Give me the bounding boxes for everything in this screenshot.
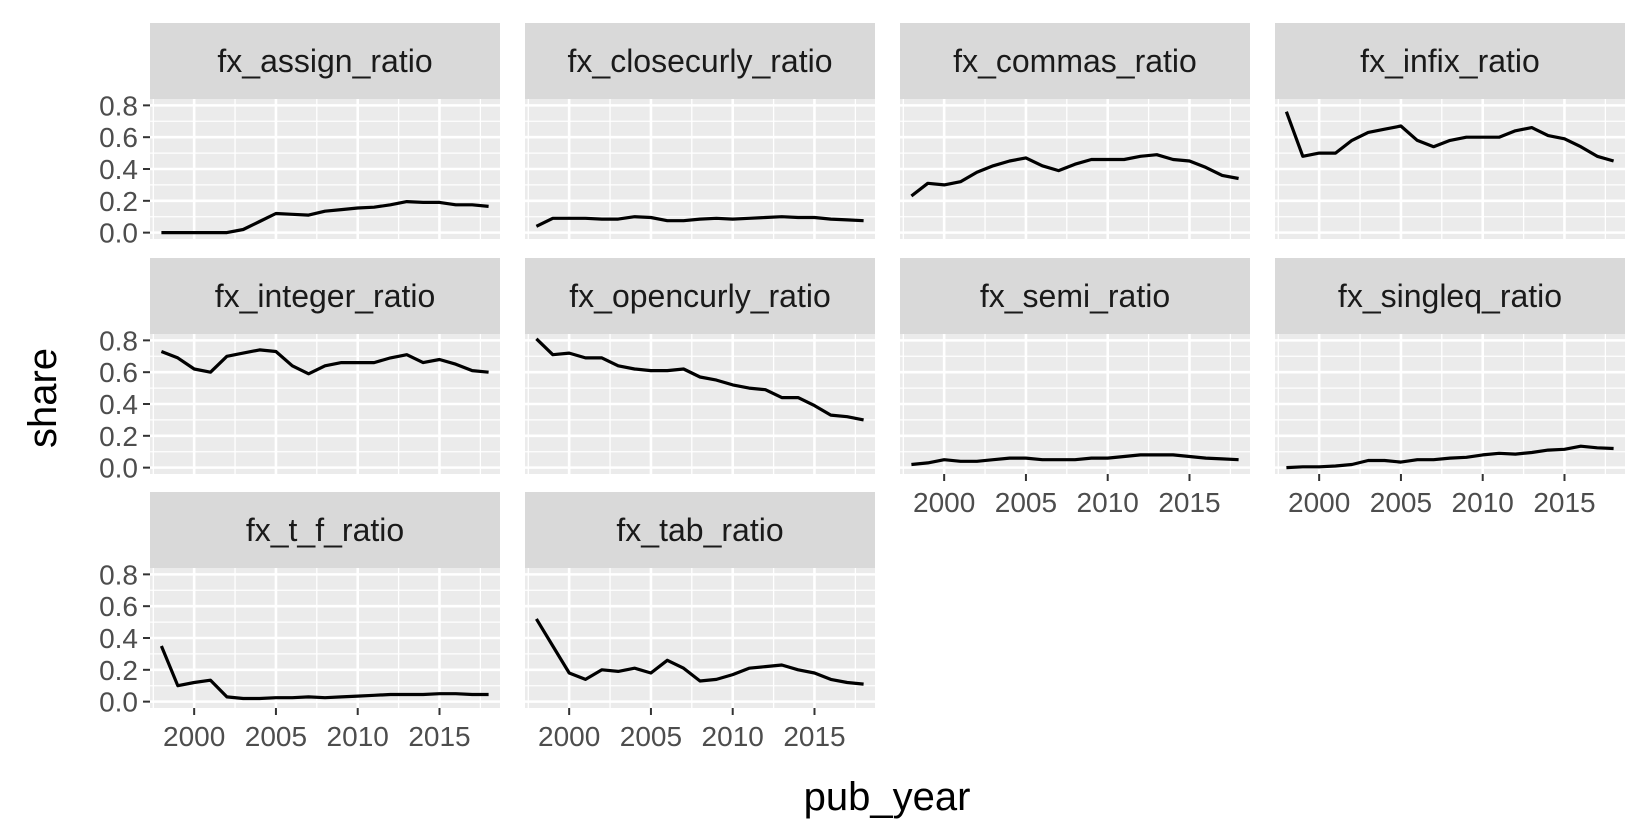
y-tick-label: 0.6 <box>99 591 138 622</box>
series-line-fx_integer_ratio <box>160 348 489 376</box>
y-tick-label: 0.4 <box>99 389 138 420</box>
x-tick-label: 2010 <box>1452 487 1514 518</box>
panel-title: fx_tab_ratio <box>616 512 783 548</box>
series-line-fx_assign_ratio <box>161 200 489 235</box>
x-tick-label: 2015 <box>1158 487 1220 518</box>
panel-title: fx_opencurly_ratio <box>569 278 830 314</box>
panel-fx_opencurly_ratio: fx_opencurly_ratio <box>525 258 875 474</box>
x-tick-label: 2005 <box>245 721 307 752</box>
panel-fx_t_f_ratio: fx_t_f_ratio 0.00.20.40.60.8 2000 2005 2010 2… <box>99 492 500 752</box>
series-line-fx_singleq_ratio <box>1286 444 1614 470</box>
x-axis-title: pub_year <box>804 775 971 819</box>
panel-strip <box>525 492 875 568</box>
x-tick-label: 2000 <box>538 721 600 752</box>
panel-strip <box>150 492 500 568</box>
panel-title: fx_closecurly_ratio <box>568 43 833 79</box>
y-tick-label: 0.2 <box>99 421 138 452</box>
y-tick-label: 0.0 <box>99 453 138 484</box>
y-tick-label: 0.8 <box>99 325 138 356</box>
y-tick-label: 0.0 <box>99 687 138 718</box>
panel-title: fx_singleq_ratio <box>1338 278 1562 314</box>
panel-strip <box>525 23 875 99</box>
panel-strip <box>150 23 500 99</box>
x-tick-label: 2000 <box>1288 487 1350 518</box>
x-tick-label: 2010 <box>327 721 389 752</box>
y-tick-label: 0.6 <box>99 357 138 388</box>
panel-title: fx_t_f_ratio <box>246 512 404 548</box>
x-tick-label: 2000 <box>163 721 225 752</box>
series-line-fx_closecurly_ratio <box>535 215 864 228</box>
panel-strip <box>900 258 1250 334</box>
y-tick-label: 0.8 <box>99 559 138 590</box>
panel-strip <box>900 23 1250 99</box>
panel-title: fx_assign_ratio <box>217 43 432 79</box>
panel-fx_singleq_ratio: fx_singleq_ratio 2000 2005 2010 2015 <box>1275 258 1625 518</box>
panel-strip <box>1275 23 1625 99</box>
panel-title: fx_integer_ratio <box>215 278 436 314</box>
series-line-fx_opencurly_ratio <box>535 337 864 422</box>
panel-fx_tab_ratio: fx_tab_ratio 2000 2005 2010 2015 <box>525 492 875 752</box>
panel-title: fx_semi_ratio <box>980 278 1170 314</box>
x-tick-label: 2015 <box>783 721 845 752</box>
panel-strip <box>1275 258 1625 334</box>
y-tick-label: 0.2 <box>99 186 138 217</box>
x-tick-label: 2005 <box>995 487 1057 518</box>
series-line-fx_semi_ratio <box>911 453 1239 467</box>
panel-fx_integer_ratio: fx_integer_ratio 0.00.20.40.60.8 <box>99 258 500 484</box>
panel-fx_infix_ratio: fx_infix_ratio <box>1275 23 1625 239</box>
y-tick-label: 0.0 <box>99 218 138 249</box>
x-tick-label: 2010 <box>1077 487 1139 518</box>
series-line-fx_tab_ratio <box>535 618 864 686</box>
x-tick-label: 2015 <box>1533 487 1595 518</box>
x-tick-label: 2005 <box>620 721 682 752</box>
y-tick-label: 0.6 <box>99 122 138 153</box>
panel-strip <box>150 258 500 334</box>
y-tick-label: 0.4 <box>99 623 138 654</box>
panel-strip <box>525 258 875 334</box>
y-tick-label: 0.8 <box>99 90 138 121</box>
series-line-fx_infix_ratio <box>1284 111 1615 163</box>
panel-fx_commas_ratio: fx_commas_ratio <box>900 23 1250 239</box>
y-axis-title: share <box>21 348 65 448</box>
series-line-fx_t_f_ratio <box>159 645 489 701</box>
x-tick-label: 2000 <box>913 487 975 518</box>
x-tick-label: 2010 <box>702 721 764 752</box>
panel-fx_closecurly_ratio: fx_closecurly_ratio <box>525 23 875 239</box>
y-tick-label: 0.2 <box>99 655 138 686</box>
panel-title: fx_infix_ratio <box>1360 43 1540 79</box>
series-line-fx_commas_ratio <box>910 153 1239 198</box>
x-tick-label: 2005 <box>1370 487 1432 518</box>
panel-fx_semi_ratio: fx_semi_ratio 2000 2005 2010 2015 <box>900 258 1250 518</box>
x-tick-label: 2015 <box>408 721 470 752</box>
panel-fx_assign_ratio: fx_assign_ratio 0.00.20.40.60.8 <box>99 23 500 249</box>
panel-title: fx_commas_ratio <box>953 43 1197 79</box>
y-tick-label: 0.4 <box>99 154 138 185</box>
